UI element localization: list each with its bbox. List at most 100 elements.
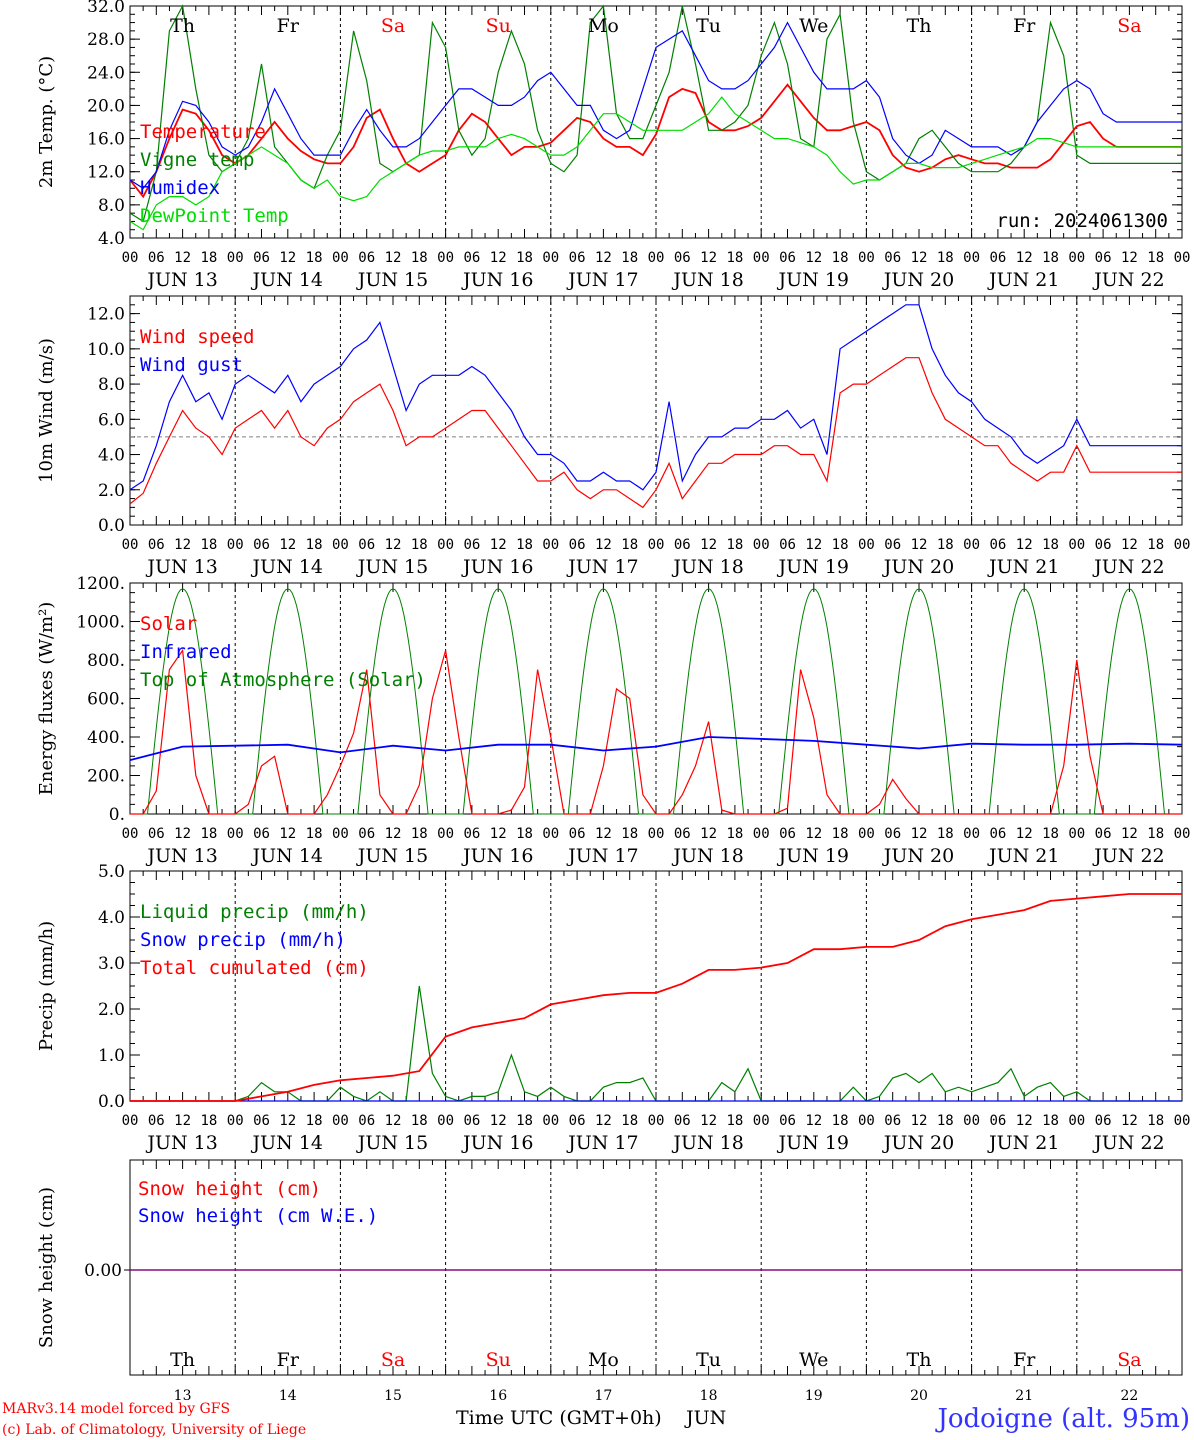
x-date-label: JUN 17 [566, 269, 638, 291]
x-hour-label: 18 [411, 537, 428, 553]
y-tick-label: 10.0 [87, 340, 125, 360]
x-hour-label: 00 [963, 250, 980, 266]
x-date-label: JUN 14 [251, 845, 323, 867]
x-hour-label: 18 [726, 1113, 743, 1129]
x-hour-label: 12 [279, 1113, 296, 1129]
y-tick-label: 0.0 [98, 516, 125, 536]
x-hour-label: 12 [700, 250, 717, 266]
x-hour-label: 06 [253, 826, 270, 842]
x-axis-month: JUN [684, 1407, 726, 1429]
x-hour-label: 06 [148, 826, 165, 842]
day-of-week-label: Th [170, 15, 195, 37]
day-of-week-label: Th [907, 15, 932, 37]
y-axis-label: Energy fluxes (W/m²) [36, 602, 57, 796]
x-date-label: JUN 22 [1092, 1132, 1164, 1154]
y-tick-label: 1000. [76, 613, 125, 633]
x-hour-label: 00 [332, 826, 349, 842]
x-hour-label: 18 [832, 250, 849, 266]
x-date-label: JUN 18 [671, 269, 743, 291]
y-tick-label: 24.0 [87, 63, 125, 83]
day-number-label: 20 [910, 1388, 928, 1404]
y-tick-label: 20.0 [87, 96, 125, 116]
x-hour-label: 06 [253, 250, 270, 266]
series-line [130, 648, 1182, 815]
x-date-label: JUN 21 [987, 1132, 1059, 1154]
x-hour-label: 00 [1174, 1113, 1191, 1129]
y-tick-label: 2.0 [98, 1000, 125, 1020]
x-hour-label: 00 [753, 826, 770, 842]
y-tick-label: 4.0 [98, 446, 125, 466]
y-axis-label: 10m Wind (m/s) [36, 338, 57, 483]
x-hour-label: 06 [358, 250, 375, 266]
x-hour-label: 18 [516, 826, 533, 842]
panel-4: 0.0 1.0 2.0 3.0 4.0 5.0 Precip (mm/h) Liquid pr… [36, 862, 1190, 1154]
legend-entry: Snow height (cm) [138, 1178, 321, 1200]
y-axis-label: 2m Temp. (°C) [36, 56, 57, 188]
x-hour-label: 18 [1042, 1113, 1059, 1129]
footer-copyright: (c) Lab. of Climatology, University of L… [2, 1422, 306, 1438]
x-date-label: JUN 21 [987, 269, 1059, 291]
x-hour-label: 00 [1174, 250, 1191, 266]
x-hour-label: 12 [700, 826, 717, 842]
y-tick-label: 12.0 [87, 163, 125, 183]
x-hour-label: 00 [227, 826, 244, 842]
series-line [129, 96, 1182, 231]
x-hour-label: 12 [595, 1113, 612, 1129]
y-tick-label: 800. [87, 651, 125, 671]
x-hour-label: 18 [200, 250, 217, 266]
y-tick-label: 8.0 [98, 196, 125, 216]
y-tick-label: 8.0 [98, 375, 125, 395]
x-hour-label: 00 [332, 537, 349, 553]
x-hour-label: 00 [542, 250, 559, 266]
x-hour-label: 06 [1095, 826, 1112, 842]
x-date-label: JUN 17 [566, 845, 638, 867]
x-date-label: JUN 22 [1092, 269, 1164, 291]
x-hour-label: 06 [779, 826, 796, 842]
panel-2: 0.0 2.0 4.0 6.0 8.0 10.0 12.0 10m Wind (m/s) Win… [36, 295, 1191, 578]
x-hour-label: 06 [463, 826, 480, 842]
x-axis-label: Time UTC (GMT+0h) [456, 1407, 662, 1429]
x-date-label: JUN 15 [356, 556, 428, 578]
x-date-label: JUN 14 [251, 556, 323, 578]
x-hour-label: 18 [1147, 1113, 1164, 1129]
day-number-label: 17 [594, 1388, 612, 1404]
y-tick-label: 6.0 [98, 410, 125, 430]
x-date-label: JUN 20 [882, 556, 954, 578]
x-hour-label: 00 [1174, 537, 1191, 553]
legend-entry: Snow height (cm W.E.) [138, 1205, 378, 1227]
x-hour-label: 18 [1042, 250, 1059, 266]
y-tick-label: 4.0 [98, 908, 125, 928]
series-toa-solar [130, 588, 1182, 815]
x-hour-label: 06 [779, 1113, 796, 1129]
x-date-label: JUN 18 [671, 845, 743, 867]
x-hour-label: 12 [1121, 537, 1138, 553]
y-tick-label: 600. [87, 690, 125, 710]
x-hour-label: 06 [1095, 1113, 1112, 1129]
x-date-label: JUN 20 [882, 1132, 954, 1154]
run-label: run: 2024061300 [996, 210, 1168, 232]
x-hour-label: 06 [148, 250, 165, 266]
x-hour-label: 18 [516, 537, 533, 553]
x-hour-label: 00 [122, 537, 139, 553]
x-hour-label: 18 [621, 537, 638, 553]
x-date-label: JUN 16 [461, 1132, 533, 1154]
x-hour-label: 18 [937, 250, 954, 266]
x-hour-label: 12 [1016, 250, 1033, 266]
y-tick-label: 32.0 [87, 0, 125, 17]
x-hour-label: 12 [174, 1113, 191, 1129]
x-hour-label: 06 [569, 1113, 586, 1129]
x-hour-label: 18 [411, 1113, 428, 1129]
day-of-week-label: Fr [1013, 1349, 1036, 1371]
x-hour-label: 00 [963, 1113, 980, 1129]
legend-entry: Humidex [140, 177, 220, 199]
x-hour-label: 00 [963, 537, 980, 553]
y-axis-label: Precip (mm/h) [36, 921, 57, 1051]
x-hour-label: 12 [1121, 250, 1138, 266]
x-hour-label: 12 [490, 826, 507, 842]
x-date-label: JUN 13 [145, 269, 217, 291]
x-date-label: JUN 14 [251, 269, 323, 291]
day-of-week-label: Sa [381, 15, 405, 37]
x-date-label: JUN 19 [777, 556, 849, 578]
x-hour-label: 00 [648, 1113, 665, 1129]
x-hour-label: 00 [1068, 250, 1085, 266]
